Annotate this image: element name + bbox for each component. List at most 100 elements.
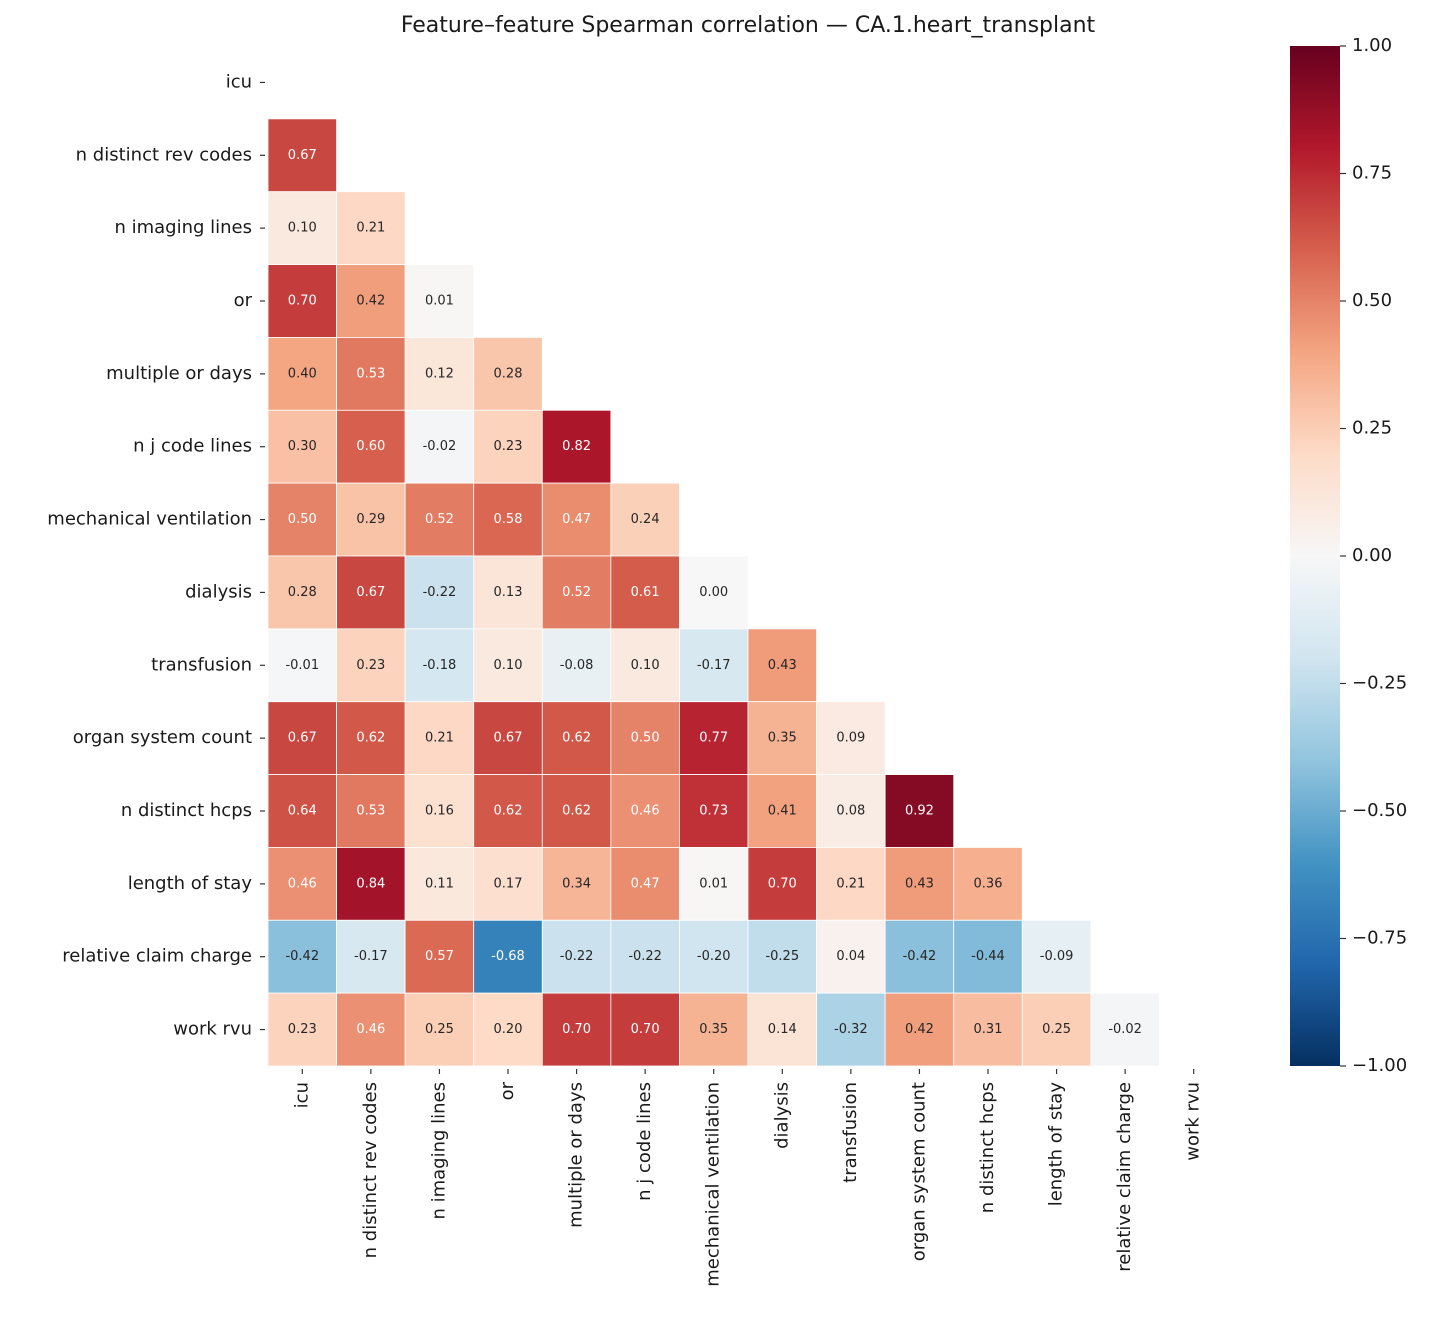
cell-label: -0.68 — [491, 949, 525, 964]
cell-label: 0.62 — [562, 804, 591, 819]
heatmap-cell — [679, 628, 749, 703]
heatmap-cell — [816, 774, 886, 848]
y-tick-label: organ system count — [73, 727, 252, 748]
cell-label: 0.70 — [631, 1022, 660, 1037]
cell-label: -0.42 — [285, 949, 319, 964]
heatmap-cell — [610, 919, 680, 994]
heatmap-cell — [473, 919, 543, 994]
heatmap-cell — [267, 774, 337, 848]
cell-label: 0.29 — [356, 512, 385, 527]
heatmap-cell — [679, 555, 749, 630]
cell-label: -0.42 — [903, 949, 937, 964]
cell-label: -0.20 — [697, 949, 731, 964]
heatmap-cell — [610, 847, 680, 921]
x-tick-label: relative claim charge — [1114, 1082, 1135, 1272]
heatmap-cell — [404, 919, 475, 994]
cell-label: 0.67 — [494, 731, 523, 746]
y-tick-label: transfusion — [151, 654, 252, 675]
cell-label: 0.53 — [356, 804, 385, 819]
x-tick-label: work rvu — [1183, 1082, 1204, 1161]
colorbar-tick-label: −0.25 — [1352, 673, 1407, 694]
x-tick-label: dialysis — [771, 1082, 792, 1149]
cell-label: 0.31 — [974, 1022, 1003, 1037]
cell-label: 0.73 — [699, 804, 728, 819]
cell-label: 0.08 — [836, 804, 865, 819]
cell-label: 0.58 — [494, 512, 523, 527]
heatmap-cell — [267, 118, 337, 193]
cell-label: 0.50 — [631, 731, 660, 746]
cell-label: 0.42 — [356, 294, 385, 309]
cell-label: 0.21 — [836, 876, 865, 891]
heatmap-cell — [473, 847, 543, 921]
heatmap-cell — [541, 482, 612, 557]
heatmap-cell — [816, 919, 886, 994]
heatmap-cell — [267, 191, 337, 265]
cell-label: 0.47 — [562, 512, 591, 527]
cell-label: 0.01 — [699, 876, 728, 891]
cell-label: -0.22 — [423, 585, 457, 600]
cell-label: 0.09 — [836, 731, 865, 746]
heatmap-cell — [473, 409, 543, 484]
x-tick-label: n j code lines — [634, 1082, 655, 1201]
cell-label: 0.47 — [631, 876, 660, 891]
cell-label: 0.62 — [356, 731, 385, 746]
heatmap-cell — [541, 992, 612, 1067]
heatmap-cell — [267, 847, 337, 921]
colorbar-tick-label: 0.75 — [1352, 163, 1392, 184]
cell-label: 0.23 — [494, 439, 523, 454]
cell-label: 0.84 — [356, 876, 385, 891]
cell-label: 0.34 — [562, 876, 591, 891]
cell-label: -0.09 — [1040, 949, 1074, 964]
y-tick-label: or — [234, 290, 253, 311]
cell-label: 0.36 — [974, 876, 1003, 891]
cell-label: 0.46 — [631, 804, 660, 819]
cell-label: 0.17 — [494, 876, 523, 891]
x-tick-label: n distinct hcps — [977, 1082, 998, 1213]
x-tick-label: n imaging lines — [428, 1082, 449, 1220]
heatmap-cell — [473, 482, 543, 557]
heatmap-cell — [679, 992, 749, 1067]
y-tick-label: n imaging lines — [114, 217, 252, 238]
cell-label: 0.16 — [425, 804, 454, 819]
chart-title: Feature–feature Spearman correlation — C… — [401, 13, 1096, 38]
heatmap-cell — [267, 992, 337, 1067]
cell-label: 0.43 — [905, 876, 934, 891]
cell-label: 0.28 — [494, 366, 523, 381]
heatmap-cell — [267, 628, 337, 703]
heatmap-cell — [404, 409, 475, 484]
heatmap-cell — [336, 409, 406, 484]
cell-label: 0.24 — [631, 512, 660, 527]
colorbar-tick-label: −0.50 — [1352, 800, 1407, 821]
y-tick-label: mechanical ventilation — [47, 509, 252, 530]
heatmap-cell — [747, 992, 817, 1067]
heatmap-cell — [404, 701, 475, 775]
heatmap-cell — [336, 847, 406, 921]
cell-label: 0.14 — [768, 1022, 797, 1037]
cell-label: 0.41 — [768, 804, 797, 819]
cell-label: 0.35 — [699, 1022, 728, 1037]
cell-label: -0.08 — [560, 658, 594, 673]
cell-label: 0.21 — [356, 221, 385, 236]
heatmap-cell — [1021, 919, 1092, 994]
cell-label: 0.00 — [699, 585, 728, 600]
cell-label: 0.46 — [288, 876, 317, 891]
heatmap-cell — [336, 482, 406, 557]
x-tick-label: or — [497, 1081, 518, 1100]
cell-label: 0.12 — [425, 366, 454, 381]
y-tick-label: n j code lines — [133, 436, 252, 457]
cell-label: 0.46 — [356, 1022, 385, 1037]
cell-label: 0.43 — [768, 658, 797, 673]
cell-label: 0.28 — [288, 585, 317, 600]
x-tick-label: multiple or days — [566, 1082, 587, 1228]
cell-label: 0.62 — [562, 731, 591, 746]
heatmap-cell — [953, 847, 1023, 921]
heatmap-cell — [1090, 992, 1160, 1067]
cell-label: -0.32 — [834, 1022, 868, 1037]
heatmap-cell — [336, 555, 406, 630]
cell-label: 0.67 — [288, 731, 317, 746]
x-tick-label: transfusion — [840, 1082, 861, 1183]
x-tick-label: length of stay — [1046, 1082, 1067, 1207]
cell-label: -0.25 — [765, 949, 799, 964]
cell-label: 0.64 — [288, 804, 317, 819]
